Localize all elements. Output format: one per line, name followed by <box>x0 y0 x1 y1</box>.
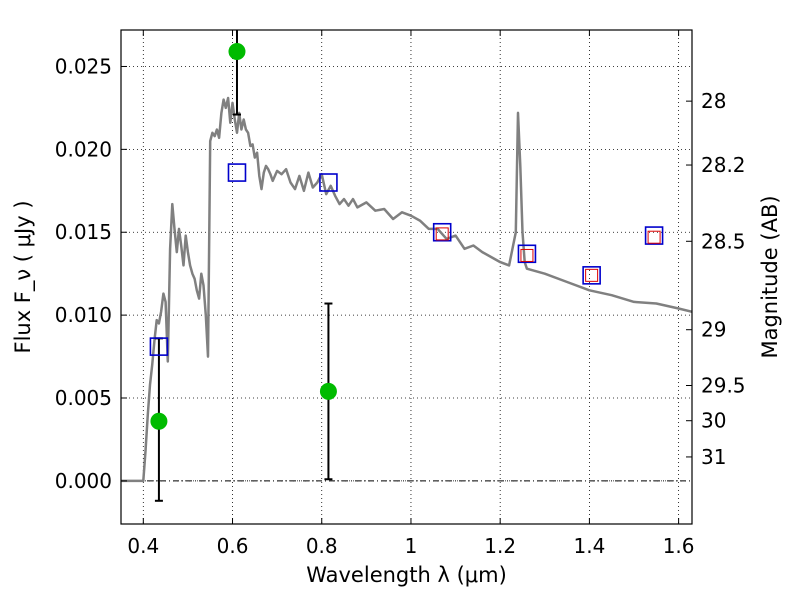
blue-square <box>582 266 601 285</box>
mag-tick-label: 28.5 <box>701 229 746 253</box>
mag-tick-label: 30 <box>701 409 726 433</box>
right-axis-title: Magnitude (AB) <box>758 195 782 358</box>
blue-square <box>319 173 338 192</box>
red-squares <box>435 227 661 282</box>
green-points <box>150 43 337 430</box>
x-axis: 0.4 0.6 0.8 1 1.2 1.4 1.6 <box>127 30 695 558</box>
x-tick-label: 0.4 <box>127 534 159 558</box>
x-tick-label: 1.4 <box>573 534 605 558</box>
blue-square <box>644 226 664 245</box>
y-tick-label: 0.020 <box>55 137 112 161</box>
blue-square <box>432 222 452 242</box>
red-square <box>435 227 449 241</box>
blue-square <box>227 163 247 182</box>
blue-squares <box>149 163 664 356</box>
mag-tick-label: 29.5 <box>701 374 746 398</box>
blue-square <box>149 337 169 356</box>
x-axis-title: Wavelength λ (μm) <box>306 563 507 587</box>
x-tick-label: 1.6 <box>663 534 695 558</box>
plot-frame <box>120 29 693 525</box>
x-tick-label: 0.8 <box>306 534 338 558</box>
grid <box>121 30 692 524</box>
y-tick-label: 0.015 <box>55 220 112 244</box>
mag-tick-label: 28 <box>701 89 726 113</box>
model-spectrum <box>121 96 692 483</box>
green-point <box>150 412 168 430</box>
y-axis: 0.000 0.005 0.010 0.015 0.020 0.025 <box>55 54 127 493</box>
mag-tick-label: 31 <box>701 445 726 469</box>
blue-square <box>517 244 537 264</box>
green-point <box>319 382 337 400</box>
red-square <box>585 268 599 282</box>
y-tick-label: 0.010 <box>55 303 112 327</box>
red-square <box>520 248 534 262</box>
spectrum-line <box>121 96 692 483</box>
y-axis-title: Flux F_ν ( μJy ) <box>11 200 36 353</box>
x-tick-label: 1.2 <box>484 534 516 558</box>
right-axis: 28 28.2 28.5 29 29.5 30 31 <box>686 89 746 469</box>
y-tick-label: 0.025 <box>55 54 112 78</box>
red-square <box>647 230 661 244</box>
y-tick-label: 0.005 <box>55 386 112 410</box>
x-tick-label: 1 <box>405 534 418 558</box>
x-tick-label: 0.6 <box>217 534 249 558</box>
green-point <box>228 43 246 61</box>
mag-tick-label: 28.2 <box>701 153 746 177</box>
mag-tick-label: 29 <box>701 318 726 342</box>
y-tick-label: 0.000 <box>55 469 112 493</box>
